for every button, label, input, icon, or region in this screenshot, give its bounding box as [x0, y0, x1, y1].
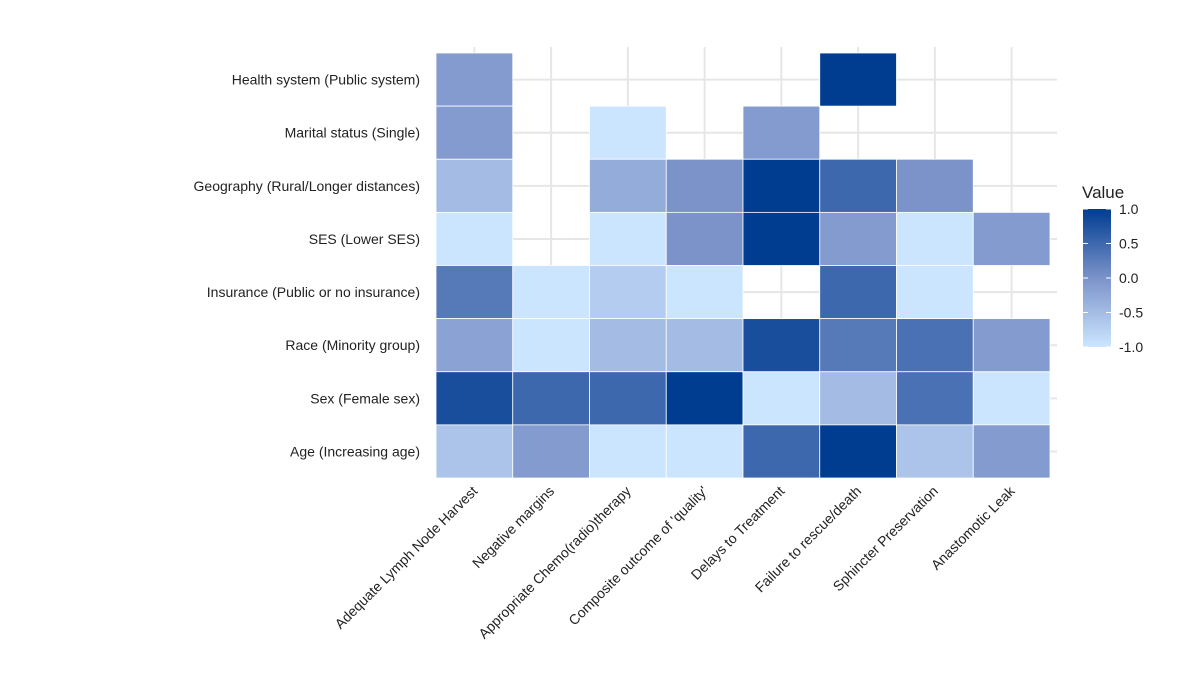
heatmap-cell: [972, 211, 1051, 266]
heatmap-cell: [589, 371, 667, 426]
legend-tick-label: 1.0: [1119, 201, 1139, 217]
heatmap-cell: [665, 211, 744, 266]
heatmap-cell: [665, 371, 744, 426]
legend-tick-label: 0.0: [1119, 270, 1139, 286]
heatmap-cell: [819, 158, 897, 213]
heatmap-cell: [896, 158, 974, 213]
heatmap-cell: [589, 318, 667, 373]
heatmap-cell: [896, 211, 974, 266]
heatmap-cell: [742, 424, 821, 479]
y-axis-labels: Health system (Public system) Marital sta…: [194, 72, 420, 460]
heatmap-cell: [435, 318, 514, 373]
heatmap-cell: [896, 265, 974, 320]
heatmap-cells: [435, 52, 1051, 479]
legend-tick-label: 0.5: [1119, 236, 1139, 252]
x-tick-label: Adequate Lymph Node Harvest: [331, 483, 480, 632]
heatmap-cell: [435, 211, 514, 266]
heatmap-cell: [589, 105, 667, 160]
legend-tick-label: -0.5: [1119, 305, 1143, 321]
heatmap-cell: [665, 158, 744, 213]
legend-title: Value: [1082, 183, 1124, 202]
y-tick-label: Age (Increasing age): [290, 443, 420, 459]
heatmap-cell: [742, 105, 821, 160]
heatmap-cell: [819, 211, 897, 266]
heatmap-cell: [665, 318, 744, 373]
heatmap-cell: [972, 318, 1051, 373]
heatmap-cell: [742, 211, 821, 266]
y-tick-label: Sex (Female sex): [310, 390, 420, 406]
y-tick-label: Health system (Public system): [232, 72, 420, 88]
heatmap-cell: [589, 424, 667, 479]
heatmap-cell: [589, 211, 667, 266]
color-legend: Value 1.0 0.5 0.0 -0.5 -1.0: [1082, 183, 1143, 355]
heatmap-cell: [435, 371, 514, 426]
heatmap-cell: [742, 158, 821, 213]
heatmap-cell: [665, 265, 744, 320]
heatmap-cell: [435, 265, 514, 320]
heatmap-cell: [589, 265, 667, 320]
y-tick-label: SES (Lower SES): [309, 231, 420, 247]
heatmap-cell: [819, 52, 897, 107]
heatmap-cell: [742, 371, 821, 426]
heatmap-cell: [512, 424, 590, 479]
heatmap-cell: [896, 371, 974, 426]
heatmap-cell: [435, 158, 514, 213]
heatmap-cell: [972, 371, 1051, 426]
x-tick-label: Negative margins: [469, 483, 557, 571]
y-tick-label: Marital status (Single): [285, 125, 420, 141]
heatmap-cell: [512, 318, 590, 373]
heatmap-cell: [589, 158, 667, 213]
x-tick-label: Appropriate Chemo(radio)therapy: [475, 483, 634, 642]
x-tick-label: Anastomotic Leak: [928, 482, 1019, 573]
heatmap-cell: [512, 265, 590, 320]
heatmap-cell: [435, 424, 514, 479]
y-tick-label: Geography (Rural/Longer distances): [194, 178, 420, 194]
heatmap-cell: [512, 371, 590, 426]
x-tick-label: Composite outcome of 'quality': [565, 483, 711, 629]
y-tick-label: Race (Minority group): [285, 337, 420, 353]
heatmap-cell: [819, 424, 897, 479]
heatmap-cell: [435, 105, 514, 160]
heatmap-cell: [819, 371, 897, 426]
legend-tick-label: -1.0: [1119, 339, 1143, 355]
heatmap-cell: [896, 318, 974, 373]
heatmap-cell: [819, 318, 897, 373]
y-tick-label: Insurance (Public or no insurance): [207, 284, 420, 300]
heatmap-cell: [972, 424, 1051, 479]
heatmap-cell: [819, 265, 897, 320]
heatmap-cell: [742, 318, 821, 373]
heatmap-cell: [665, 424, 744, 479]
heatmap-cell: [896, 424, 974, 479]
heatmap-cell: [435, 52, 514, 107]
